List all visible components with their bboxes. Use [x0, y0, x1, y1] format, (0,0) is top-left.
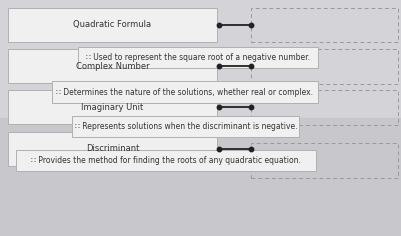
- Text: ∷ Used to represent the square root of a negative number.: ∷ Used to represent the square root of a…: [86, 53, 309, 62]
- Bar: [8, 49, 217, 83]
- Bar: [8, 132, 217, 166]
- Bar: [8, 90, 217, 125]
- Bar: [16, 150, 315, 171]
- Bar: [0, 118, 401, 236]
- Bar: [251, 90, 397, 125]
- Bar: [72, 116, 299, 137]
- Bar: [0, 0, 401, 118]
- Bar: [251, 49, 397, 84]
- Bar: [251, 143, 397, 178]
- Text: Discriminant: Discriminant: [86, 144, 139, 153]
- Text: Complex Number: Complex Number: [75, 62, 149, 71]
- Text: ∷ Determines the nature of the solutions, whether real or complex.: ∷ Determines the nature of the solutions…: [56, 88, 313, 97]
- Text: Imaginary Unit: Imaginary Unit: [81, 103, 143, 112]
- Text: Quadratic Formula: Quadratic Formula: [73, 20, 151, 29]
- Bar: [52, 81, 317, 103]
- Text: ∷ Provides the method for finding the roots of any quadratic equation.: ∷ Provides the method for finding the ro…: [31, 156, 300, 165]
- Bar: [78, 47, 317, 68]
- Text: ∷ Represents solutions when the discriminant is negative.: ∷ Represents solutions when the discrimi…: [75, 122, 296, 131]
- Bar: [251, 8, 397, 42]
- Bar: [8, 8, 217, 42]
